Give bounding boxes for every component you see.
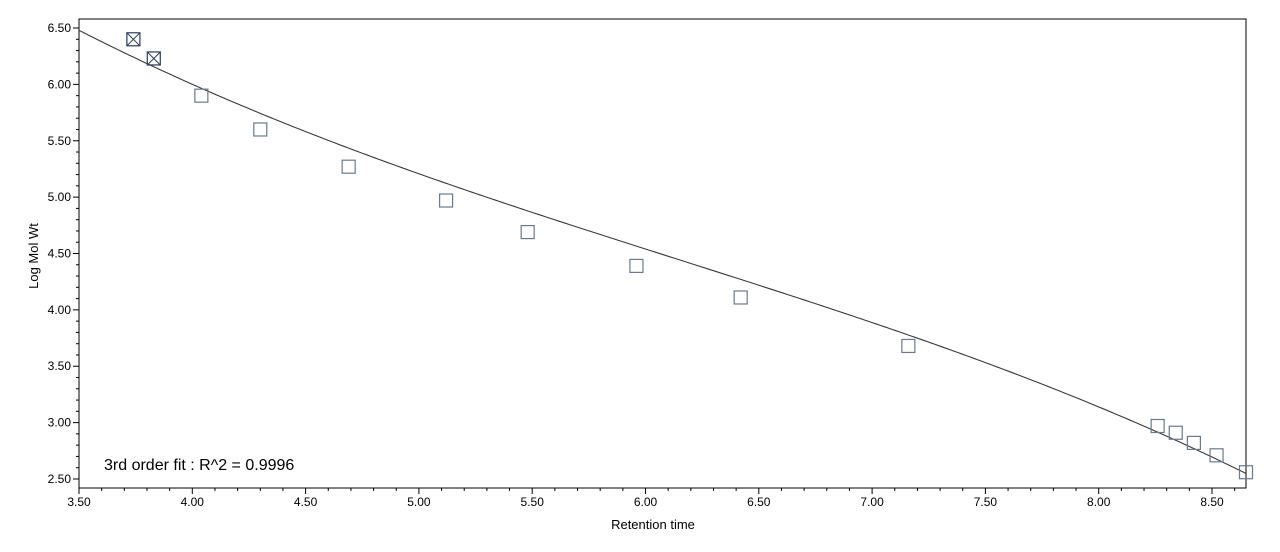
data-point xyxy=(253,122,268,137)
x-tick-label: 6.00 xyxy=(634,495,658,509)
data-point xyxy=(438,193,454,208)
y-tick-label: 6.50 xyxy=(48,21,72,35)
x-tick-label: 4.50 xyxy=(294,495,318,509)
point-marker xyxy=(438,193,454,208)
data-point xyxy=(901,338,916,354)
fit-curve xyxy=(79,29,1246,474)
excluded-data-point xyxy=(146,51,161,66)
x-tick-label: 7.00 xyxy=(860,495,884,509)
point-marker xyxy=(1150,418,1165,434)
point-marker xyxy=(341,159,356,174)
y-tick-label: 6.00 xyxy=(48,77,72,91)
fit-curve-layer xyxy=(79,29,1246,474)
x-tick-label: 7.50 xyxy=(974,495,998,509)
point-marker xyxy=(901,338,916,354)
y-tick-label: 4.50 xyxy=(48,247,72,261)
y-axis: 2.50 3.00 3.50 4.00 4.50 5.00 5.50 6.00 6.50 xyxy=(48,21,79,486)
data-point xyxy=(341,159,356,174)
data-point xyxy=(1150,418,1165,434)
data-point xyxy=(629,258,644,274)
point-marker xyxy=(1209,448,1224,463)
point-cross xyxy=(126,32,141,47)
data-point xyxy=(1209,448,1224,463)
x-axis: 3.50 4.00 4.50 5.00 5.50 6.00 6.50 7.00 7.50 8.00… xyxy=(67,488,1236,509)
plot-border xyxy=(78,18,1247,489)
point-marker xyxy=(733,290,748,305)
data-point xyxy=(194,88,209,103)
y-tick-label: 3.00 xyxy=(48,416,72,430)
x-axis-title: Retention time xyxy=(611,517,695,532)
point-marker xyxy=(629,258,644,274)
point-marker xyxy=(1168,425,1183,440)
point-marker xyxy=(146,51,161,66)
x-tick-label: 3.50 xyxy=(67,495,91,509)
x-tick-label: 5.50 xyxy=(521,495,545,509)
y-tick-label: 5.00 xyxy=(48,190,72,204)
x-tick-label: 6.50 xyxy=(747,495,771,509)
data-point xyxy=(1168,425,1183,440)
plot-frame xyxy=(78,18,1247,489)
x-tick-label: 8.50 xyxy=(1200,495,1224,509)
x-tick-label: 5.00 xyxy=(407,495,431,509)
data-point xyxy=(1186,435,1201,451)
x-tick-label: 8.00 xyxy=(1087,495,1111,509)
point-marker xyxy=(126,32,141,47)
y-tick-label: 3.50 xyxy=(48,359,72,373)
point-marker xyxy=(1186,435,1201,451)
point-cross xyxy=(146,51,161,66)
data-point xyxy=(733,290,748,305)
x-tick-label: 4.00 xyxy=(181,495,205,509)
point-marker xyxy=(1238,465,1254,480)
y-tick-label: 2.50 xyxy=(48,472,72,486)
y-tick-label: 4.00 xyxy=(48,303,72,317)
fit-annotation: 3rd order fit : R^2 = 0.9996 xyxy=(104,457,294,474)
data-point xyxy=(520,224,535,240)
point-marker xyxy=(194,88,209,103)
y-tick-label: 5.50 xyxy=(48,134,72,148)
point-marker xyxy=(520,224,535,240)
excluded-data-point xyxy=(126,32,141,47)
data-points xyxy=(126,32,1254,480)
data-point xyxy=(1238,465,1254,480)
point-marker xyxy=(253,122,268,137)
y-axis-title: Log Mol Wt xyxy=(26,223,41,289)
